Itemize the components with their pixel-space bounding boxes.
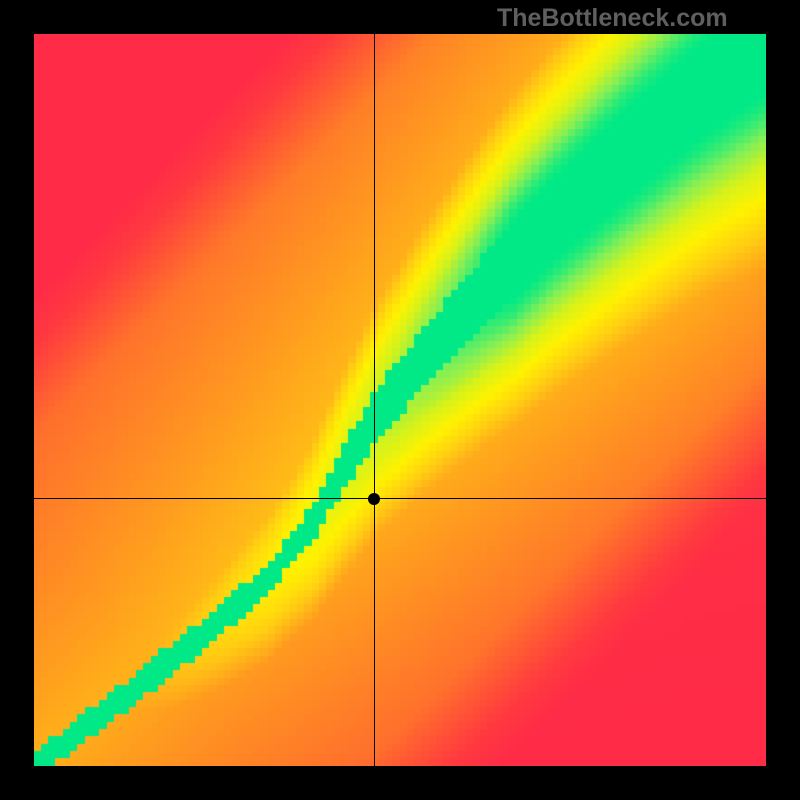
chart-root: { "watermark": { "text": "TheBottleneck.… [0,0,800,800]
crosshair-horizontal [34,498,766,499]
crosshair-vertical [374,34,375,766]
bottleneck-heatmap [34,34,766,766]
watermark-text: TheBottleneck.com [497,4,728,33]
